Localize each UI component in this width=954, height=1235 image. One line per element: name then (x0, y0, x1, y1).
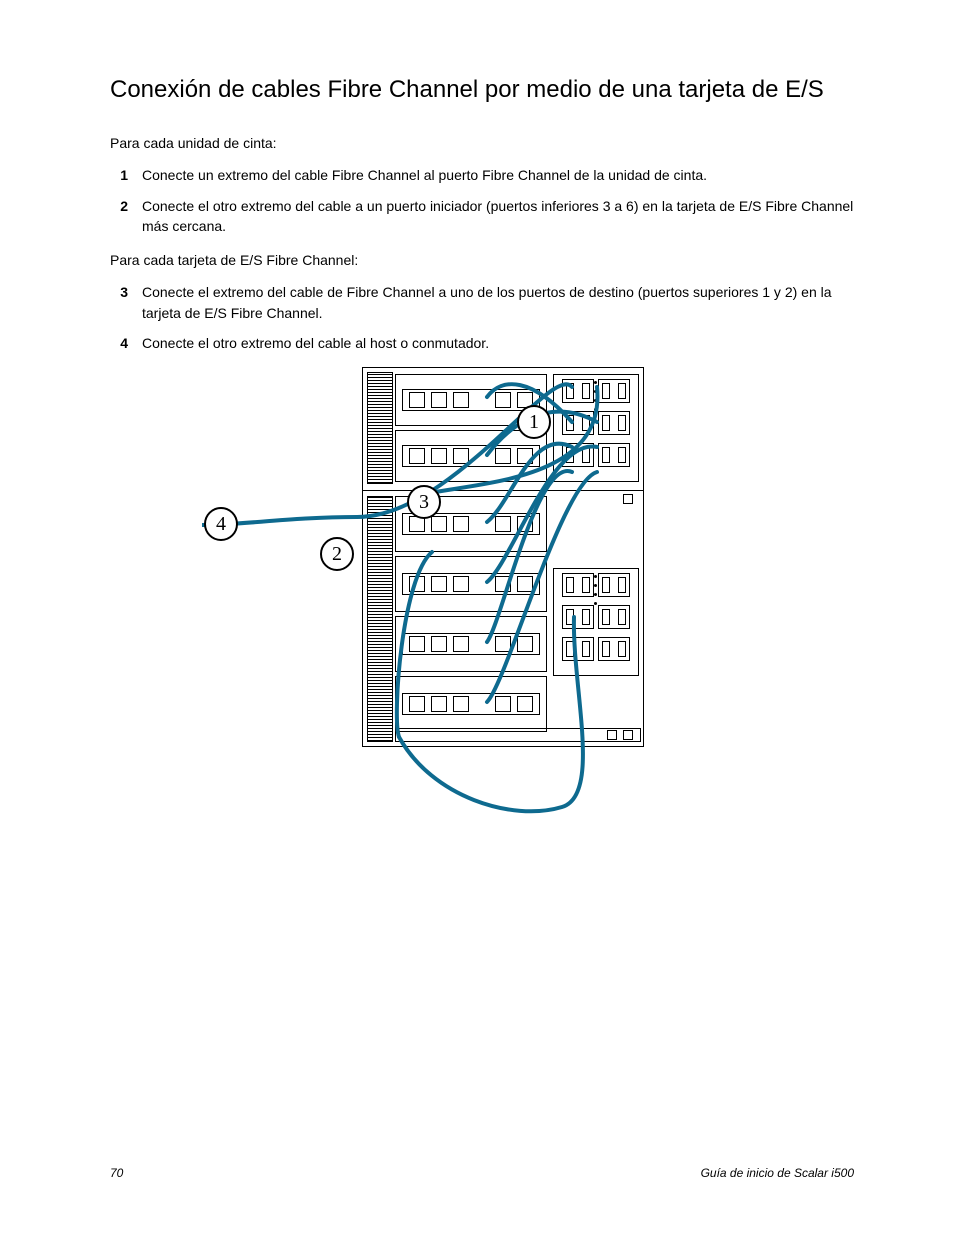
small-port (623, 730, 633, 740)
connector-row (402, 573, 540, 595)
callout-4: 4 (204, 507, 238, 541)
callout-2: 2 (320, 537, 354, 571)
left-rail (367, 372, 393, 742)
step-number: 4 (110, 333, 128, 353)
connector-row (402, 445, 540, 467)
port (453, 448, 469, 464)
port (409, 392, 425, 408)
page-number: 70 (110, 1166, 123, 1180)
port (431, 392, 447, 408)
device-chassis (362, 367, 644, 747)
port (495, 696, 511, 712)
step-item: 2 Conecte el otro extremo del cable a un… (110, 196, 854, 237)
step-item: 4 Conecte el otro extremo del cable al h… (110, 333, 854, 353)
port (431, 636, 447, 652)
io-blade (553, 568, 639, 676)
port (517, 636, 533, 652)
port (409, 576, 425, 592)
small-port (607, 730, 617, 740)
document-title: Guía de inicio de Scalar i500 (701, 1166, 854, 1180)
rail-segment (367, 496, 393, 742)
io-port (562, 637, 594, 661)
drive-board (395, 676, 547, 732)
port (431, 516, 447, 532)
port (431, 696, 447, 712)
step-item: 3 Conecte el extremo del cable de Fibre … (110, 282, 854, 323)
port (453, 696, 469, 712)
drive-board (395, 616, 547, 672)
page-title: Conexión de cables Fibre Channel por med… (110, 75, 854, 105)
drive-board (395, 556, 547, 612)
port (409, 636, 425, 652)
io-port (562, 411, 594, 435)
step-number: 3 (110, 282, 128, 323)
connector-row (402, 633, 540, 655)
port (495, 392, 511, 408)
port (453, 636, 469, 652)
chassis-bottom-bar (395, 728, 641, 742)
io-port (562, 443, 594, 467)
steps-group-1: 1 Conecte un extremo del cable Fibre Cha… (110, 165, 854, 236)
connector-row (402, 389, 540, 411)
port (495, 576, 511, 592)
port (495, 636, 511, 652)
port (517, 516, 533, 532)
led-strip (588, 381, 605, 411)
step-number: 1 (110, 165, 128, 185)
intro-2: Para cada tarjeta de E/S Fibre Channel: (110, 250, 854, 270)
port (409, 696, 425, 712)
drive-board (395, 430, 547, 482)
step-item: 1 Conecte un extremo del cable Fibre Cha… (110, 165, 854, 185)
port (517, 576, 533, 592)
io-port (598, 411, 630, 435)
port (431, 576, 447, 592)
port (409, 448, 425, 464)
io-port (598, 637, 630, 661)
connector-row (402, 693, 540, 715)
intro-1: Para cada unidad de cinta: (110, 133, 854, 153)
port (453, 516, 469, 532)
port (453, 576, 469, 592)
port (431, 448, 447, 464)
io-port (598, 605, 630, 629)
small-port (623, 494, 633, 504)
io-port (598, 443, 630, 467)
port (517, 448, 533, 464)
io-blade (553, 374, 639, 482)
step-text: Conecte el extremo del cable de Fibre Ch… (142, 282, 854, 323)
figure-cabling-diagram: 1 3 2 4 (202, 367, 762, 837)
led-strip (588, 575, 605, 605)
step-text: Conecte un extremo del cable Fibre Chann… (142, 165, 854, 185)
steps-group-2: 3 Conecte el extremo del cable de Fibre … (110, 282, 854, 353)
step-text: Conecte el otro extremo del cable al hos… (142, 333, 854, 353)
step-number: 2 (110, 196, 128, 237)
rail-segment (367, 372, 393, 484)
step-text: Conecte el otro extremo del cable a un p… (142, 196, 854, 237)
chassis-divider (363, 490, 643, 491)
port (517, 696, 533, 712)
port (495, 516, 511, 532)
port (495, 448, 511, 464)
page-footer: 70 Guía de inicio de Scalar i500 (110, 1166, 854, 1180)
port (453, 392, 469, 408)
io-port (562, 605, 594, 629)
